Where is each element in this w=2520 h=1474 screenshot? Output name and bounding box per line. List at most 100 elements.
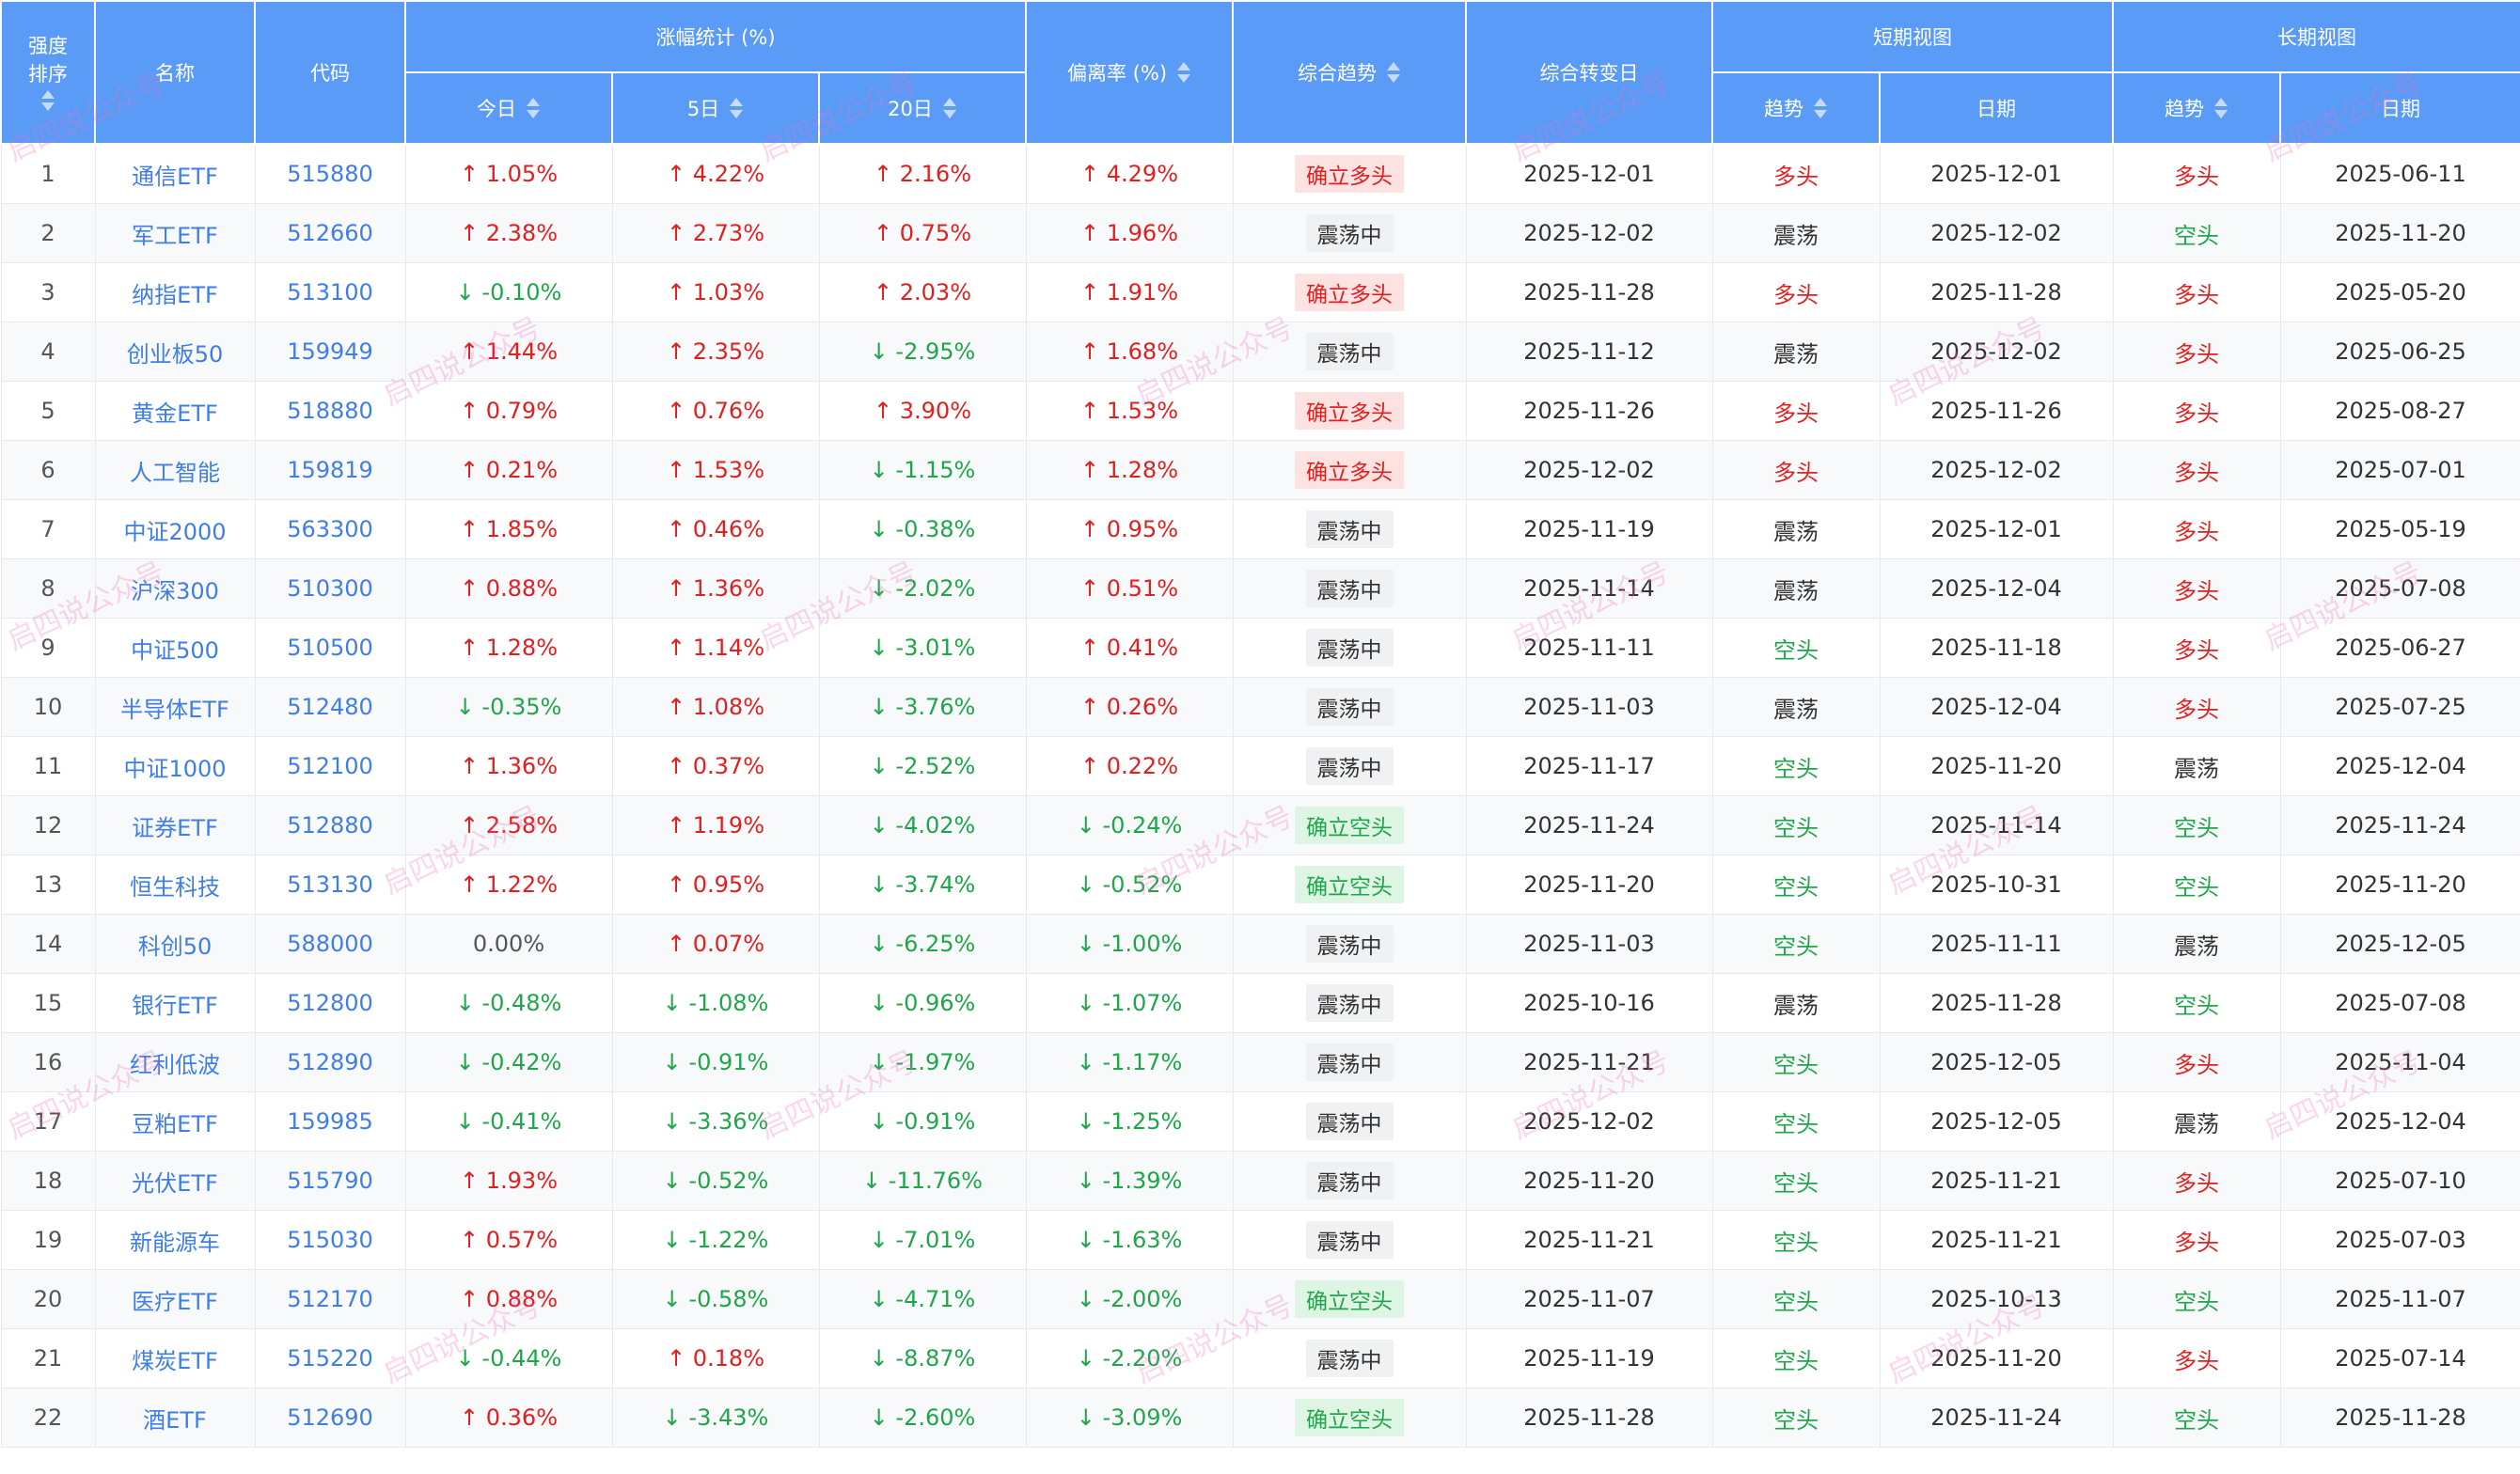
table-row[interactable]: 7 中证2000 563300 ↑ 1.85% ↑ 0.46% ↓ -0.38% ↑ 0.9… [0,499,2520,559]
table-row[interactable]: 4 创业板50 159949 ↑ 1.44% ↑ 2.35% ↓ -2.95% ↑ 1.68… [0,321,2520,382]
table-row[interactable]: 9 中证500 510500 ↑ 1.28% ↑ 1.14% ↓ -3.01% ↑ 0.41… [0,618,2520,678]
etf-name-link[interactable]: 酒ETF [94,1388,256,1448]
etf-name-link[interactable]: 创业板50 [94,321,256,382]
etf-name-link[interactable]: 恒生科技 [94,855,256,915]
etf-name-link[interactable]: 人工智能 [94,440,256,500]
etf-name-link[interactable]: 科创50 [94,914,256,974]
long-trend-text: 多头 [2174,281,2220,308]
etf-name-link[interactable]: 红利低波 [94,1032,256,1092]
header-long-trend[interactable]: 趋势 [2112,71,2282,145]
etf-code-link[interactable]: 513100 [254,262,406,322]
table-row[interactable]: 15 银行ETF 512800 ↓ -0.48% ↓ -1.08% ↓ -0.96% ↓ -… [0,973,2520,1033]
etf-code-link[interactable]: 512880 [254,795,406,855]
sort-icon[interactable] [729,96,744,120]
cell-rank: 2 [0,203,96,263]
etf-code-link[interactable]: 512690 [254,1388,406,1448]
etf-name-link[interactable]: 中证500 [94,618,256,678]
etf-name-link[interactable]: 医疗ETF [94,1269,256,1329]
table-row[interactable]: 16 红利低波 512890 ↓ -0.42% ↓ -0.91% ↓ -1.97% ↓ -1… [0,1032,2520,1092]
long-trend-text: 多头 [2174,340,2220,368]
cell-rank: 21 [0,1328,96,1388]
table-row[interactable]: 17 豆粕ETF 159985 ↓ -0.41% ↓ -3.36% ↓ -0.91% ↓ -… [0,1091,2520,1152]
sort-icon[interactable] [40,88,55,113]
sort-icon[interactable] [1386,60,1401,85]
etf-code-link[interactable]: 512660 [254,203,406,263]
cell-long-date: 2025-12-04 [2279,1091,2520,1152]
value-d5: -3.36% [688,1108,769,1135]
table-row[interactable]: 21 煤炭ETF 515220 ↓ -0.44% ↑ 0.18% ↓ -8.87% ↓ -2… [0,1328,2520,1388]
etf-code-link[interactable]: 159819 [254,440,406,500]
cell-short-date: 2025-10-13 [1879,1269,2114,1329]
cell-today: ↓ -0.44% [404,1328,613,1388]
table-row[interactable]: 8 沪深300 510300 ↑ 0.88% ↑ 1.36% ↓ -2.02% ↑ 0.51… [0,558,2520,619]
etf-code-link[interactable]: 588000 [254,914,406,974]
header-deviation[interactable]: 偏离率 (%) [1025,0,1235,145]
etf-code-link[interactable]: 512480 [254,677,406,737]
etf-name-link[interactable]: 军工ETF [94,203,256,263]
etf-name-link[interactable]: 证券ETF [94,795,256,855]
sort-icon[interactable] [1813,96,1828,120]
etf-code-link[interactable]: 159985 [254,1091,406,1152]
etf-code-link[interactable]: 515220 [254,1328,406,1388]
etf-code-link[interactable]: 513130 [254,855,406,915]
sort-icon[interactable] [526,96,541,120]
etf-name-link[interactable]: 银行ETF [94,973,256,1033]
etf-code-link[interactable]: 510500 [254,618,406,678]
table-row[interactable]: 14 科创50 588000 0.00% ↑ 0.07% ↓ -6.25% ↓ -1.00%… [0,914,2520,974]
etf-code-link[interactable]: 515790 [254,1151,406,1211]
value-today: 1.44% [485,338,558,365]
etf-code-link[interactable]: 512170 [254,1269,406,1329]
long-trend-text: 多头 [2174,518,2220,545]
table-row[interactable]: 5 黄金ETF 518880 ↑ 0.79% ↑ 0.76% ↑ 3.90% ↑ 1.53%… [0,381,2520,441]
etf-name-link[interactable]: 中证1000 [94,736,256,796]
header-20d[interactable]: 20日 [817,71,1028,145]
table-row[interactable]: 13 恒生科技 513130 ↑ 1.22% ↑ 0.95% ↓ -3.74% ↓ -0.5… [0,855,2520,915]
table-row[interactable]: 22 酒ETF 512690 ↑ 0.36% ↓ -3.43% ↓ -2.60% ↓ -3.… [0,1388,2520,1448]
table-row[interactable]: 20 医疗ETF 512170 ↑ 0.88% ↓ -0.58% ↓ -4.71% ↓ -2… [0,1269,2520,1329]
etf-name-link[interactable]: 中证2000 [94,499,256,559]
cell-long-trend: 空头 [2112,973,2281,1033]
etf-code-link[interactable]: 512890 [254,1032,406,1092]
etf-name-link[interactable]: 煤炭ETF [94,1328,256,1388]
trend-badge: 确立空头 [1295,866,1405,903]
sort-icon[interactable] [2213,96,2229,120]
cell-d5: ↑ 1.19% [611,795,820,855]
table-row[interactable]: 2 军工ETF 512660 ↑ 2.38% ↑ 2.73% ↑ 0.75% ↑ 1.96%… [0,203,2520,263]
header-trend[interactable]: 综合趋势 [1232,0,1468,145]
etf-name-link[interactable]: 通信ETF [94,143,256,204]
etf-code-link[interactable]: 518880 [254,381,406,441]
etf-name-link[interactable]: 纳指ETF [94,262,256,322]
etf-code-link[interactable]: 512800 [254,973,406,1033]
header-rank[interactable]: 强度 排序 [0,0,96,145]
table-row[interactable]: 11 中证1000 512100 ↑ 1.36% ↑ 0.37% ↓ -2.52% ↑ 0.… [0,736,2520,796]
header-today[interactable]: 今日 [404,71,613,145]
table-row[interactable]: 3 纳指ETF 513100 ↓ -0.10% ↑ 1.03% ↑ 2.03% ↑ 1.91… [0,262,2520,322]
sort-icon[interactable] [1176,60,1191,85]
header-short-trend[interactable]: 趋势 [1711,71,1882,145]
etf-name-link[interactable]: 半导体ETF [94,677,256,737]
cell-dev: ↑ 1.91% [1025,262,1234,322]
cell-today: ↑ 1.93% [404,1151,613,1211]
sort-icon[interactable] [942,96,957,120]
etf-code-link[interactable]: 515030 [254,1210,406,1270]
etf-name-link[interactable]: 新能源车 [94,1210,256,1270]
table-row[interactable]: 10 半导体ETF 512480 ↓ -0.35% ↑ 1.08% ↓ -3.76% ↑ 0… [0,677,2520,737]
table-row[interactable]: 1 通信ETF 515880 ↑ 1.05% ↑ 4.22% ↑ 2.16% ↑ 4.29%… [0,143,2520,204]
etf-name-link[interactable]: 沪深300 [94,558,256,619]
cell-long-trend: 空头 [2112,795,2281,855]
etf-name-link[interactable]: 黄金ETF [94,381,256,441]
table-row[interactable]: 6 人工智能 159819 ↑ 0.21% ↑ 1.53% ↓ -1.15% ↑ 1.28%… [0,440,2520,500]
etf-code-link[interactable]: 159949 [254,321,406,382]
etf-code-link[interactable]: 510300 [254,558,406,619]
table-row[interactable]: 12 证券ETF 512880 ↑ 2.58% ↑ 1.19% ↓ -4.02% ↓ -0.… [0,795,2520,855]
table-row[interactable]: 18 光伏ETF 515790 ↑ 1.93% ↓ -0.52% ↓ -11.76% ↓ -… [0,1151,2520,1211]
table-row[interactable]: 19 新能源车 515030 ↑ 0.57% ↓ -1.22% ↓ -7.01% ↓ -1.… [0,1210,2520,1270]
header-5d[interactable]: 5日 [611,71,820,145]
etf-name-link[interactable]: 豆粕ETF [94,1091,256,1152]
etf-code-link[interactable]: 515880 [254,143,406,204]
etf-code-link[interactable]: 563300 [254,499,406,559]
cell-long-trend: 多头 [2112,1151,2281,1211]
cell-turn-date: 2025-11-21 [1465,1210,1713,1270]
etf-name-link[interactable]: 光伏ETF [94,1151,256,1211]
etf-code-link[interactable]: 512100 [254,736,406,796]
